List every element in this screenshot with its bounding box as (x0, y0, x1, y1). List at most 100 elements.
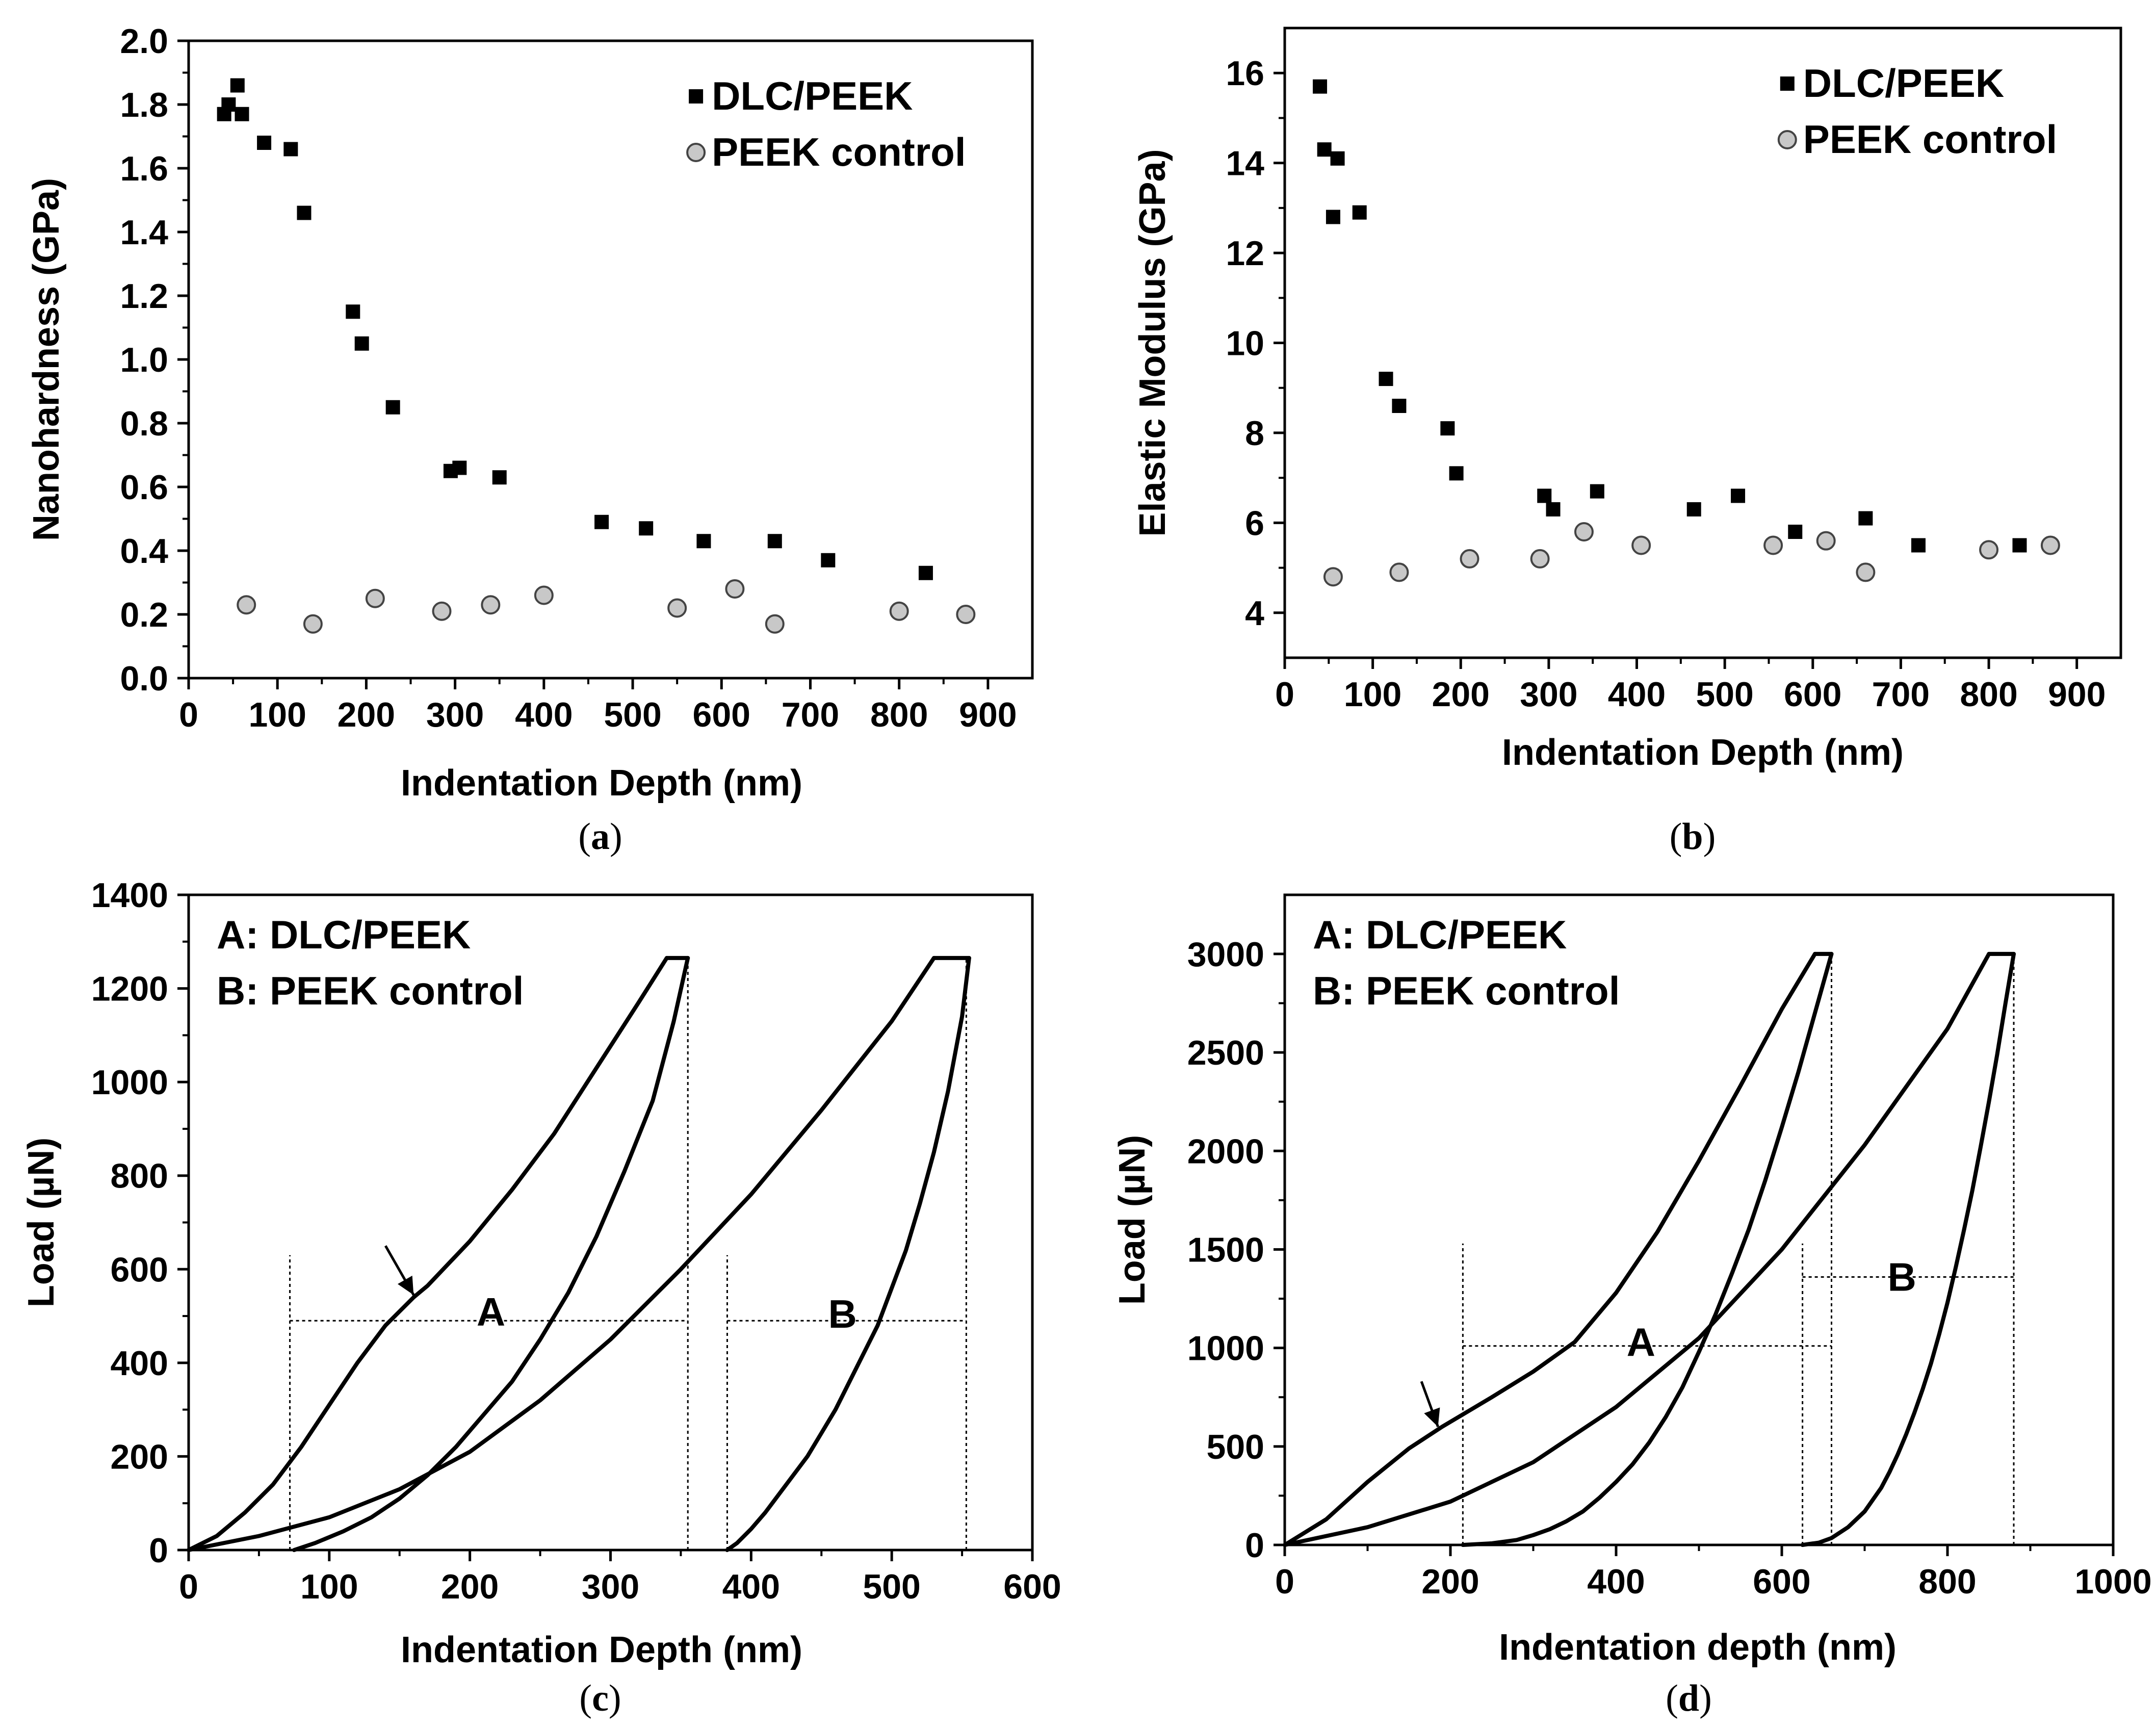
panel-d-load-depth-chart: 0 200 400 600 800 1000 0 500 1000 1500 2000 2500 300… (1112, 893, 2152, 1719)
y-tick-label-a: 1.4 (120, 213, 168, 252)
y-tick-label-d: 2500 (1187, 1034, 1264, 1072)
x-axis-label-b: Indentation Depth (nm) (1502, 732, 1904, 773)
data-point-dlc-peek (1392, 399, 1407, 413)
x-tick-label-d: 1000 (2074, 1562, 2151, 1601)
x-tick-label-c: 200 (441, 1567, 499, 1606)
curve-a-loading (1283, 951, 1817, 1547)
data-point-dlc-peek (1537, 488, 1552, 503)
pop-in-arrow-head (1424, 1407, 1440, 1427)
y-tick-label-a: 1.0 (120, 341, 168, 379)
data-point-dlc-peek (221, 97, 236, 112)
y-tick-label-c: 400 (111, 1344, 168, 1383)
data-point-peek-control (534, 585, 554, 605)
x-axis-label-c: Indentation Depth (nm) (401, 1630, 802, 1670)
y-tick-label-a: 2.0 (120, 22, 168, 61)
data-point-dlc-peek (235, 107, 249, 121)
y-tick-label-c: 1000 (91, 1063, 168, 1102)
data-point-dlc-peek (1449, 466, 1464, 481)
curve-b-unloading (1800, 951, 2016, 1547)
data-point-dlc-peek (1546, 502, 1561, 517)
data-point-dlc-peek (257, 136, 272, 150)
x-tick-label-a: 900 (959, 695, 1017, 734)
pop-in-arrow-head (397, 1275, 414, 1295)
legend-label-dlc-peek: DLC/PEEK (712, 73, 913, 118)
caption-letter: c (592, 1678, 609, 1719)
y-tick-label-a: 0.4 (120, 532, 168, 571)
x-tick-label-c: 300 (582, 1567, 639, 1606)
x-tick-label-a: 800 (870, 695, 928, 734)
data-point-dlc-peek (1330, 151, 1345, 166)
data-point-dlc-peek (1317, 142, 1332, 157)
data-point-dlc-peek (1686, 502, 1701, 517)
x-tick-label-a: 100 (248, 695, 306, 734)
y-axis-label-b: Elastic Modulus (GPa) (1132, 149, 1173, 536)
x-tick-label-c: 400 (722, 1567, 780, 1606)
data-point-peek-control (481, 595, 501, 615)
x-tick-label-b: 600 (1784, 675, 1841, 714)
data-point-dlc-peek (1731, 488, 1746, 503)
y-tick-label-a: 0.6 (120, 468, 168, 507)
panel-c-load-depth-chart: 0 100 200 300 400 500 600 0 200 400 600 800 1000 1200… (21, 876, 1061, 1719)
x-tick-label-b: 800 (1960, 675, 2017, 714)
data-point-peek-control (1389, 562, 1409, 582)
legend-marker-dlc-peek (1780, 76, 1795, 91)
x-tick-label-c: 600 (1003, 1567, 1061, 1606)
data-point-peek-control (956, 605, 976, 624)
data-point-peek-control (725, 579, 745, 599)
y-axis-label-d: Load (µN) (1112, 1135, 1153, 1305)
y-tick-label-a: 1.2 (120, 277, 168, 316)
data-point-dlc-peek (2012, 538, 2027, 553)
y-tick-label-b: 14 (1226, 144, 1264, 183)
x-tick-label-d: 200 (1421, 1562, 1479, 1601)
data-point-dlc-peek (1313, 79, 1328, 94)
y-tick-label-a: 1.6 (120, 149, 168, 188)
curve-label-b: B (828, 1292, 856, 1336)
panel-caption-b: (b) (1670, 816, 1716, 858)
x-tick-label-a: 300 (426, 695, 484, 734)
caption-paren-open: ( (578, 816, 591, 858)
caption-paren-close: ) (1703, 816, 1716, 858)
data-point-peek-control (1979, 540, 1999, 560)
data-point-dlc-peek (594, 514, 609, 529)
y-tick-label-c: 200 (111, 1437, 168, 1476)
caption-paren-close: ) (609, 1678, 621, 1719)
y-axis-label-c: Load (µN) (21, 1138, 62, 1307)
data-point-peek-control (1530, 549, 1550, 569)
data-point-peek-control (1856, 562, 1876, 582)
legend-marker-peek-control (1777, 130, 1797, 149)
data-point-dlc-peek (385, 400, 400, 415)
data-point-dlc-peek (1352, 205, 1367, 220)
caption-paren-close: ) (610, 816, 622, 858)
panel-caption-c: (c) (579, 1678, 621, 1719)
data-point-peek-control (889, 601, 909, 621)
data-point-dlc-peek (1590, 484, 1604, 499)
x-tick-label-a: 600 (693, 695, 750, 734)
data-point-dlc-peek (1911, 538, 1926, 553)
data-point-peek-control (303, 614, 323, 634)
x-tick-label-c: 0 (179, 1567, 198, 1606)
curve-label-a: A (1627, 1320, 1655, 1364)
data-point-dlc-peek (639, 521, 654, 536)
x-tick-label-b: 900 (2048, 675, 2106, 714)
y-tick-label-d: 2000 (1187, 1132, 1264, 1171)
data-point-dlc-peek (452, 460, 467, 475)
x-tick-label-d: 800 (1918, 1562, 1976, 1601)
data-point-peek-control (765, 614, 785, 634)
caption-letter: d (1678, 1678, 1699, 1719)
data-point-dlc-peek (354, 336, 369, 351)
data-point-peek-control (1323, 567, 1343, 587)
y-tick-label-d: 1500 (1187, 1230, 1264, 1269)
data-point-dlc-peek (1326, 210, 1340, 224)
x-tick-label-d: 400 (1587, 1562, 1645, 1601)
x-tick-label-b: 0 (1275, 675, 1294, 714)
curve-label-b: B (1887, 1255, 1916, 1300)
legend-marker-dlc-peek (689, 89, 704, 104)
caption-letter: a (591, 816, 610, 858)
data-point-dlc-peek (696, 534, 711, 549)
y-tick-label-d: 500 (1207, 1428, 1264, 1466)
curve-a-unloading (292, 956, 690, 1552)
y-axis-label-a: Nanohardness (GPa) (26, 178, 67, 541)
x-tick-label-d: 600 (1753, 1562, 1810, 1601)
